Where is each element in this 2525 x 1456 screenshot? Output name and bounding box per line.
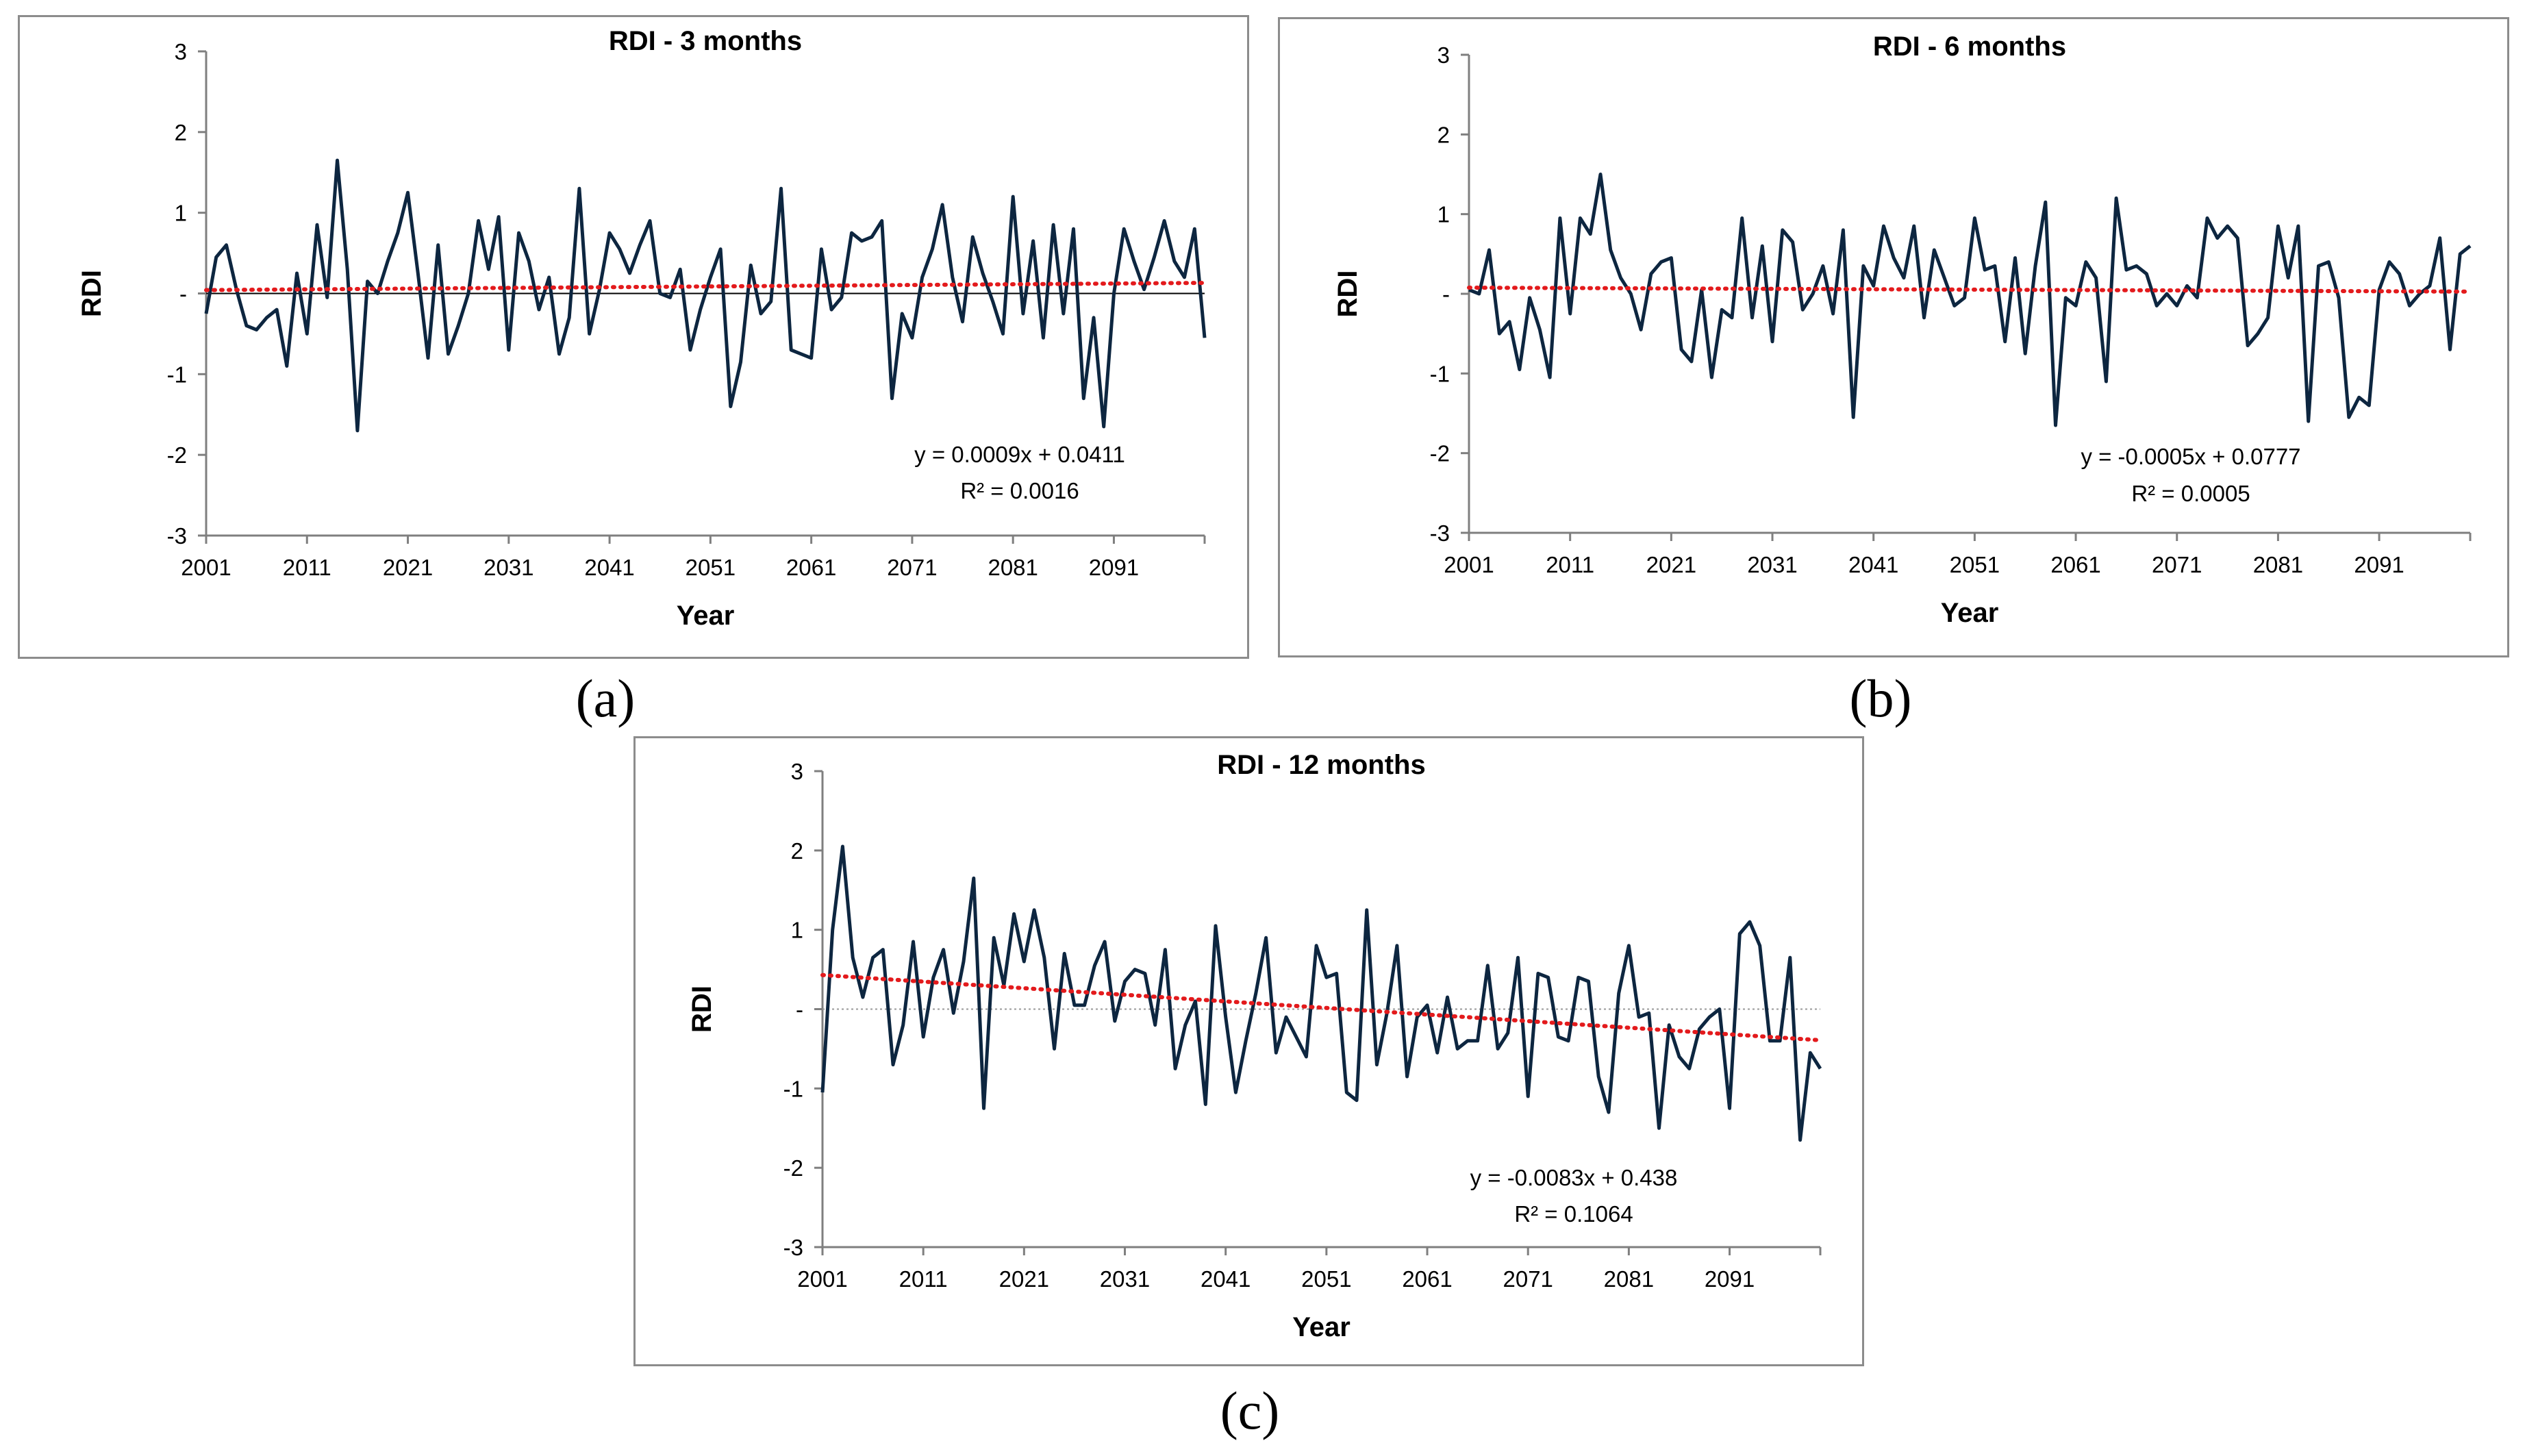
- panel-label-a: (a): [575, 668, 636, 728]
- x-tick-label: 2041: [1201, 1266, 1251, 1292]
- y-tick-label: 1: [1437, 202, 1450, 227]
- x-tick-label: 2021: [383, 555, 433, 580]
- x-tick-label: 2041: [584, 555, 634, 580]
- trend-equation: y = -0.0083x + 0.438: [1470, 1165, 1678, 1190]
- x-tick-label: 2041: [1848, 552, 1898, 577]
- y-axis-label: RDI: [77, 270, 107, 317]
- chart-title: RDI - 12 months: [1217, 750, 1425, 780]
- x-tick-label: 2091: [2354, 552, 2404, 577]
- y-tick-label: 1: [175, 201, 187, 226]
- y-tick-label: 2: [1437, 122, 1450, 147]
- x-tick-label: 2011: [899, 1266, 948, 1292]
- x-axis-label: Year: [1941, 598, 1999, 628]
- x-tick-label: 2051: [1301, 1266, 1351, 1292]
- y-tick-label: -2: [783, 1155, 803, 1181]
- x-tick-label: 2001: [1444, 552, 1494, 577]
- y-tick-label: 2: [791, 838, 803, 864]
- trend-r-squared: R² = 0.1064: [1514, 1201, 1633, 1227]
- y-tick-label: 3: [175, 39, 187, 64]
- y-tick-label: -2: [1430, 441, 1450, 466]
- x-tick-label: 2001: [181, 555, 231, 580]
- x-tick-label: 2081: [2253, 552, 2303, 577]
- chart-title: RDI - 6 months: [1873, 32, 2066, 62]
- x-tick-label: 2071: [887, 555, 937, 580]
- x-tick-label: 2061: [786, 555, 836, 580]
- x-tick-label: 2031: [1747, 552, 1797, 577]
- y-axis-label: RDI: [1333, 271, 1363, 318]
- x-tick-label: 2021: [999, 1266, 1049, 1292]
- x-axis-label: Year: [677, 601, 735, 631]
- y-tick-label: -1: [1430, 361, 1450, 386]
- y-axis-label: RDI: [687, 986, 717, 1033]
- x-tick-label: 2081: [988, 555, 1038, 580]
- x-tick-label: 2071: [1503, 1266, 1553, 1292]
- trend-line: [820, 972, 1822, 1042]
- rdi-series-line: [820, 844, 1822, 1142]
- y-tick-label: -1: [167, 362, 187, 387]
- chart-panel-b: RDI - 6 months -3 -2 -1-1 2 3 2001 2011 2021 2031…: [1278, 17, 2509, 657]
- x-tick-label: 2091: [1089, 555, 1139, 580]
- x-axis-label: Year: [1292, 1312, 1351, 1342]
- x-tick-label: 2021: [1646, 552, 1696, 577]
- x-tick-label: 2031: [483, 555, 533, 580]
- y-tick-label: -3: [783, 1235, 803, 1260]
- panel-label-c: (c): [1220, 1381, 1280, 1440]
- x-tick-label: 2011: [283, 555, 331, 580]
- trend-r-squared: R² = 0.0016: [960, 478, 1079, 503]
- x-tick-label: 2061: [2050, 552, 2100, 577]
- x-tick-label: 2011: [1546, 552, 1594, 577]
- rdi-series-line: [204, 158, 1207, 433]
- x-tick-label: 2031: [1100, 1266, 1150, 1292]
- trend-line: [204, 281, 1207, 292]
- y-tick-label: -3: [167, 523, 187, 549]
- x-tick-label: 2051: [686, 555, 736, 580]
- y-tick-label: -: [179, 281, 187, 307]
- y-tick-label: -3: [1430, 520, 1450, 546]
- x-tick-label: 2061: [1402, 1266, 1452, 1292]
- chart-panel-c: RDI - 12 months -3 -2 -1-1 2 3 2001 2011 2021 203…: [633, 736, 1864, 1366]
- chart-panel-a: RDI - 3 months -3 -2 -1-1 2 3 2001 2011 2021 2031…: [18, 15, 1249, 659]
- x-tick-label: 2081: [1604, 1266, 1654, 1292]
- y-tick-label: -: [1442, 281, 1450, 307]
- x-tick-label: 2071: [2152, 552, 2202, 577]
- y-tick-label: -: [796, 997, 803, 1022]
- rdi-series-line: [1468, 173, 2472, 427]
- panel-label-b: (b): [1849, 668, 1912, 728]
- y-tick-label: 3: [791, 759, 803, 784]
- trend-equation: y = -0.0005x + 0.0777: [2081, 444, 2300, 469]
- x-tick-label: 2001: [797, 1266, 847, 1292]
- chart-title: RDI - 3 months: [609, 26, 802, 56]
- y-tick-label: 3: [1437, 42, 1450, 68]
- y-tick-label: 1: [791, 918, 803, 943]
- y-tick-label: -1: [783, 1076, 803, 1101]
- trend-equation: y = 0.0009x + 0.0411: [914, 442, 1125, 467]
- trend-r-squared: R² = 0.0005: [2131, 481, 2250, 506]
- trend-line: [1467, 286, 2472, 294]
- y-tick-label: -2: [167, 442, 187, 468]
- y-tick-label: 2: [175, 120, 187, 145]
- x-tick-label: 2091: [1705, 1266, 1755, 1292]
- x-tick-label: 2051: [1950, 552, 2000, 577]
